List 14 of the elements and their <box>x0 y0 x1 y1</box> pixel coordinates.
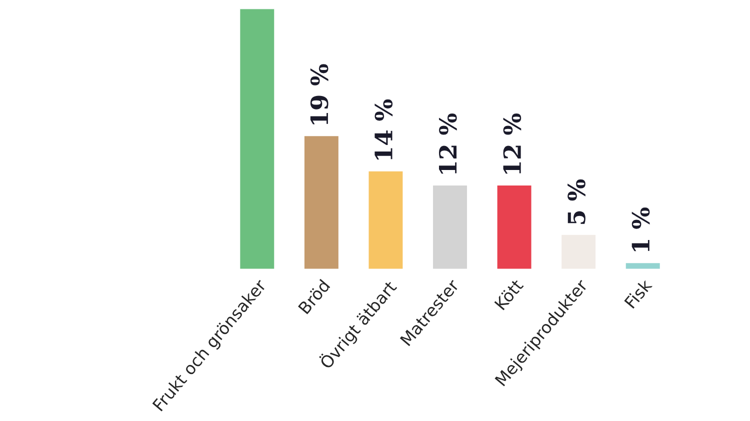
data-label: 12 % <box>438 114 457 174</box>
bar <box>367 170 404 270</box>
bar <box>560 233 597 270</box>
data-label: 1 % <box>632 208 650 252</box>
bar <box>624 262 662 270</box>
bar <box>432 184 468 270</box>
data-label: 14 % <box>374 99 393 160</box>
data-label: 5 % <box>568 179 586 224</box>
bar <box>238 8 276 270</box>
data-label: 12 % <box>503 114 522 174</box>
bar <box>496 184 533 270</box>
x-tick-label: Fisk <box>624 278 653 309</box>
data-label: 19 % <box>310 64 328 124</box>
bar <box>303 134 340 270</box>
